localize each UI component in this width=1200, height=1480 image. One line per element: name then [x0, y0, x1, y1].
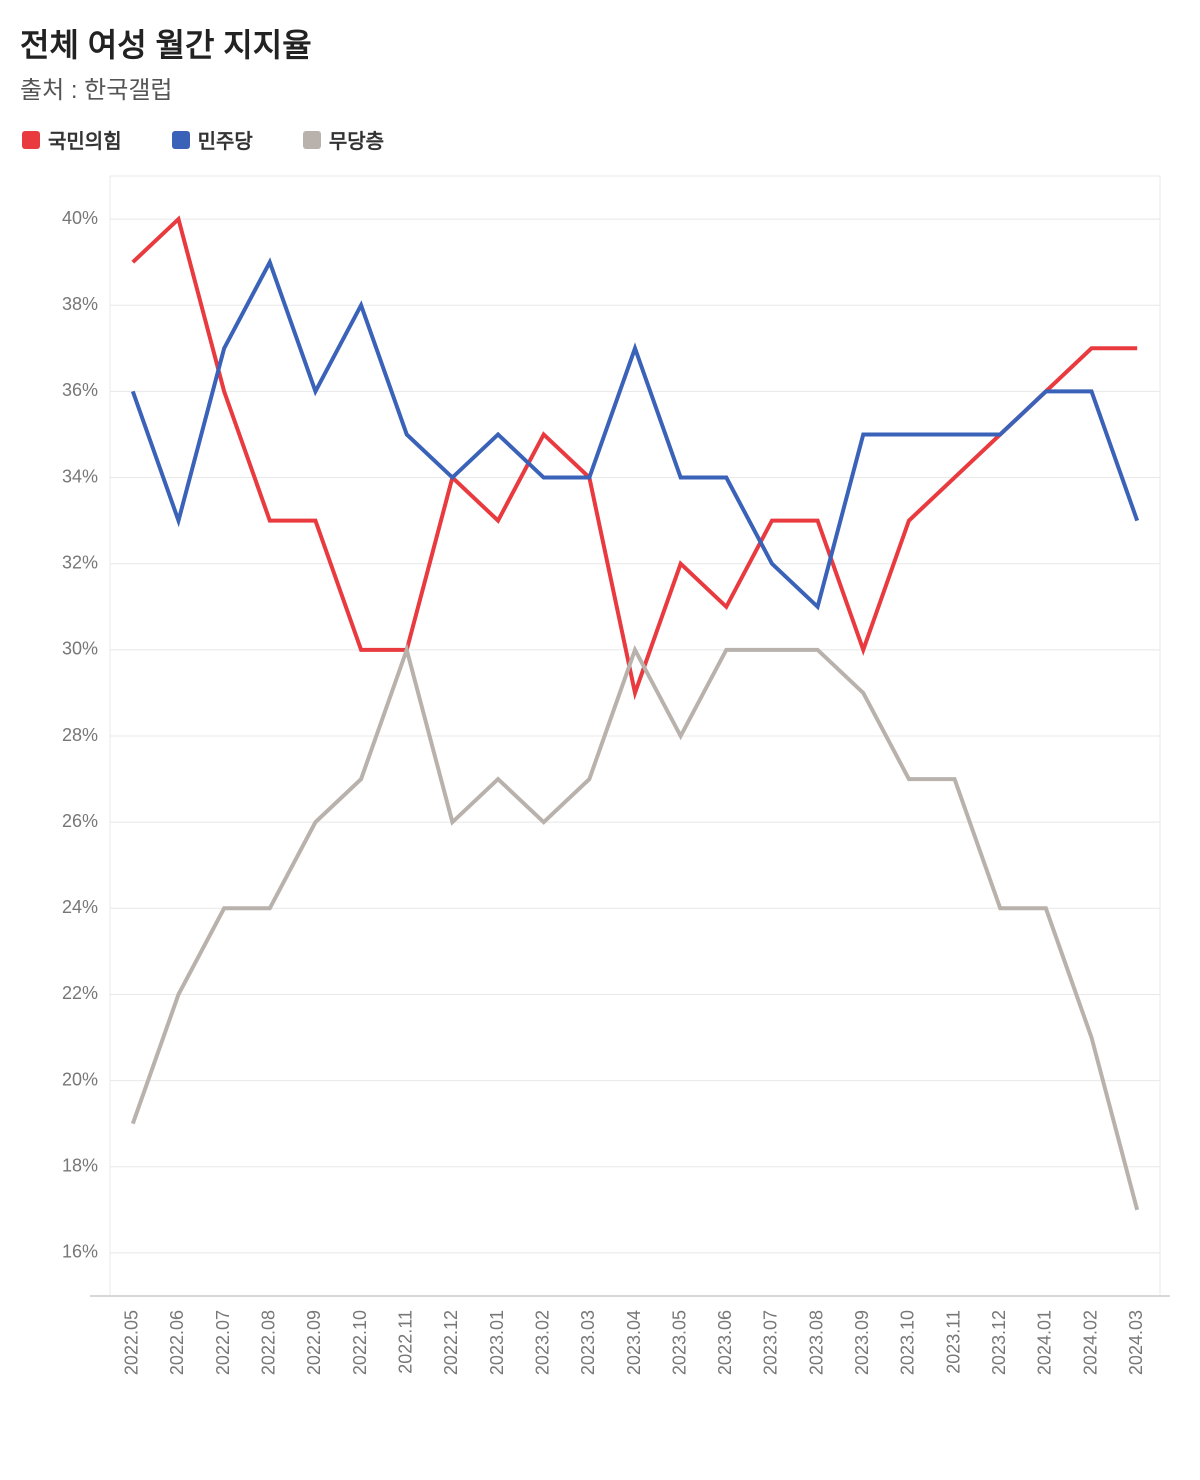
- chart-subtitle: 출처 : 한국갤럽: [20, 70, 1180, 105]
- legend-label: 국민의힘: [48, 125, 122, 154]
- y-tick-label: 16%: [62, 1242, 98, 1262]
- legend-swatch: [22, 131, 40, 149]
- x-tick-label: 2024.02: [1080, 1310, 1100, 1375]
- y-tick-label: 28%: [62, 725, 98, 745]
- x-tick-label: 2023.09: [852, 1310, 872, 1375]
- x-tick-label: 2024.01: [1035, 1310, 1055, 1375]
- x-tick-label: 2023.03: [578, 1310, 598, 1375]
- y-tick-label: 34%: [62, 466, 98, 486]
- legend-item: 무당층: [303, 125, 384, 154]
- legend: 국민의힘 민주당 무당층: [20, 125, 1180, 154]
- series-line: [133, 219, 1137, 693]
- x-tick-label: 2023.10: [898, 1310, 918, 1375]
- x-tick-label: 2022.05: [122, 1310, 142, 1375]
- chart-title: 전체 여성 월간 지지율: [20, 20, 1180, 66]
- x-tick-label: 2022.06: [167, 1310, 187, 1375]
- y-tick-label: 22%: [62, 983, 98, 1003]
- y-tick-label: 20%: [62, 1069, 98, 1089]
- y-tick-label: 40%: [62, 208, 98, 228]
- y-tick-label: 36%: [62, 380, 98, 400]
- x-tick-label: 2022.10: [350, 1310, 370, 1375]
- x-tick-label: 2023.07: [761, 1310, 781, 1375]
- x-tick-label: 2023.02: [532, 1310, 552, 1375]
- legend-swatch: [303, 131, 321, 149]
- x-tick-label: 2023.08: [806, 1310, 826, 1375]
- x-tick-label: 2024.03: [1126, 1310, 1146, 1375]
- x-tick-label: 2022.09: [304, 1310, 324, 1375]
- y-tick-label: 32%: [62, 552, 98, 572]
- y-tick-label: 30%: [62, 639, 98, 659]
- x-tick-label: 2023.05: [669, 1310, 689, 1375]
- legend-swatch: [172, 131, 190, 149]
- x-tick-label: 2022.07: [213, 1310, 233, 1375]
- series-line: [133, 650, 1137, 1210]
- legend-item: 국민의힘: [22, 125, 122, 154]
- y-tick-label: 38%: [62, 294, 98, 314]
- x-tick-label: 2023.04: [624, 1310, 644, 1375]
- chart-svg: 16% 18% 20% 22% 24% 26% 28% 30% 32% 34% 36% 38% 40% 2…: [20, 166, 1180, 1446]
- y-tick-label: 26%: [62, 811, 98, 831]
- x-tick-label: 2022.11: [395, 1310, 415, 1374]
- y-tick-label: 24%: [62, 897, 98, 917]
- x-tick-label: 2022.12: [441, 1310, 461, 1375]
- series-line: [133, 262, 1137, 607]
- x-tick-label: 2023.01: [487, 1310, 507, 1375]
- x-tick-label: 2023.12: [989, 1310, 1009, 1375]
- y-tick-label: 18%: [62, 1156, 98, 1176]
- line-chart: 16% 18% 20% 22% 24% 26% 28% 30% 32% 34% 36% 38% 40% 2…: [20, 166, 1180, 1446]
- legend-label: 민주당: [198, 125, 253, 154]
- x-tick-label: 2022.08: [259, 1310, 279, 1375]
- legend-item: 민주당: [172, 125, 253, 154]
- x-tick-label: 2023.06: [715, 1310, 735, 1375]
- x-tick-label: 2023.11: [943, 1310, 963, 1374]
- legend-label: 무당층: [329, 125, 384, 154]
